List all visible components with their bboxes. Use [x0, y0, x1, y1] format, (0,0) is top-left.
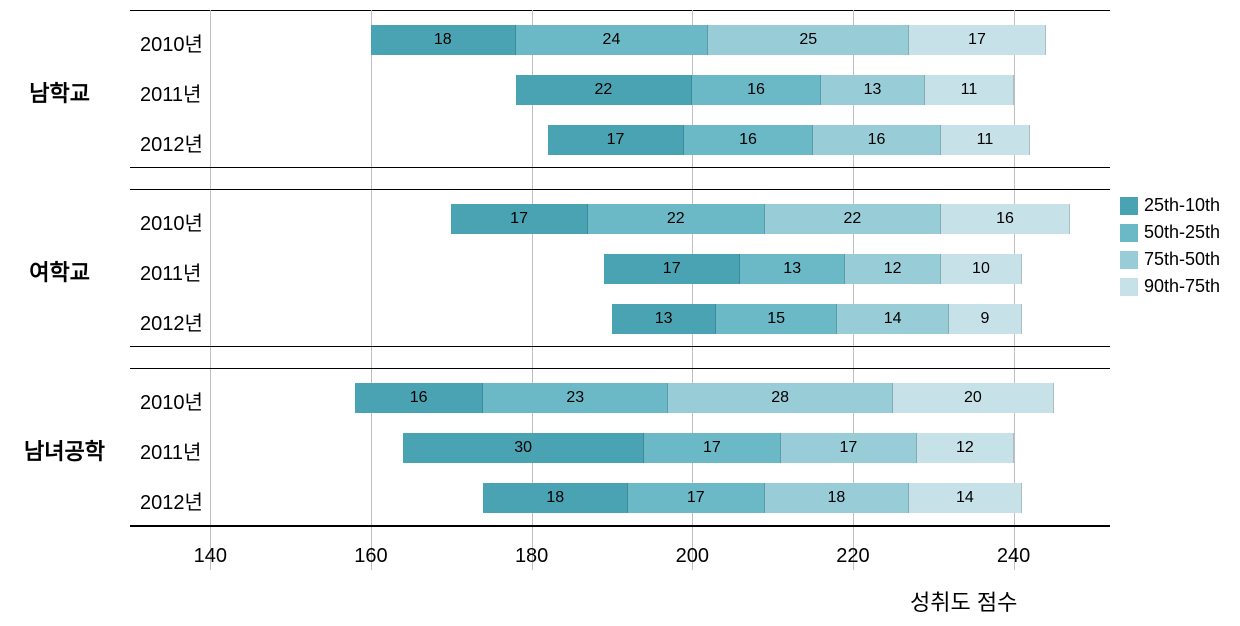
- bar-row: 17222216: [130, 204, 1110, 234]
- plot-area: 1824251722161311171616111722221617131210…: [130, 10, 1110, 570]
- bar-segment: 14: [909, 483, 1021, 513]
- legend-item-2: 75th-50th: [1120, 249, 1220, 270]
- bar-segment: 10: [941, 254, 1021, 284]
- bar-row: 17131210: [130, 254, 1110, 284]
- bar-segment: 22: [588, 204, 765, 234]
- bar-segment: 17: [604, 254, 741, 284]
- bar-segment: 13: [821, 75, 925, 105]
- bar-segment: 13: [612, 304, 716, 334]
- bar-segment: 12: [917, 433, 1013, 463]
- legend: 25th-10th 50th-25th 75th-50th 90th-75th: [1120, 195, 1220, 303]
- legend-swatch-2: [1120, 251, 1138, 269]
- legend-label-1: 50th-25th: [1144, 222, 1220, 243]
- bar-segment: 18: [765, 483, 910, 513]
- bar-segment: 16: [692, 75, 821, 105]
- bar-row: 22161311: [130, 75, 1110, 105]
- x-tick-label: 240: [997, 545, 1030, 568]
- group-divider-3: [130, 368, 1110, 369]
- legend-label-0: 25th-10th: [1144, 195, 1220, 216]
- group-label-2: 남녀공학: [10, 434, 105, 466]
- plot-bottom-border: [130, 525, 1110, 527]
- group-label-0: 남학교: [10, 76, 90, 108]
- x-tick-label: 200: [676, 545, 709, 568]
- x-tick-label: 160: [354, 545, 387, 568]
- bar-segment: 16: [813, 125, 942, 155]
- bar-segment: 18: [483, 483, 628, 513]
- bar-segment: 13: [740, 254, 844, 284]
- plot-top-border: [130, 10, 1110, 11]
- bar-segment: 16: [355, 383, 484, 413]
- group-label-1: 여학교: [10, 255, 90, 287]
- bar-segment: 23: [483, 383, 668, 413]
- bar-row: 18171814: [130, 483, 1110, 513]
- bar-segment: 17: [451, 204, 588, 234]
- bar-segment: 11: [925, 75, 1013, 105]
- legend-swatch-3: [1120, 278, 1138, 296]
- bar-segment: 15: [716, 304, 836, 334]
- legend-item-3: 90th-75th: [1120, 276, 1220, 297]
- legend-item-1: 50th-25th: [1120, 222, 1220, 243]
- bar-segment: 18: [371, 25, 516, 55]
- bar-row: 18242517: [130, 25, 1110, 55]
- bar-segment: 24: [516, 25, 709, 55]
- bar-segment: 17: [644, 433, 781, 463]
- x-tick-label: 140: [194, 545, 227, 568]
- legend-item-0: 25th-10th: [1120, 195, 1220, 216]
- bar-segment: 14: [837, 304, 949, 334]
- bar-segment: 17: [909, 25, 1046, 55]
- bar-row: 30171712: [130, 433, 1110, 463]
- bar-segment: 17: [548, 125, 685, 155]
- chart-container: 남학교 여학교 남녀공학 2010년 2011년 2012년 2010년 201…: [10, 10, 1230, 616]
- x-tick-label: 220: [836, 545, 869, 568]
- legend-label-3: 90th-75th: [1144, 276, 1220, 297]
- x-tick-label: 180: [515, 545, 548, 568]
- legend-swatch-0: [1120, 197, 1138, 215]
- bar-segment: 16: [941, 204, 1070, 234]
- bar-segment: 30: [403, 433, 644, 463]
- group-divider-2: [130, 346, 1110, 347]
- bar-segment: 25: [708, 25, 909, 55]
- bar-row: 17161611: [130, 125, 1110, 155]
- bar-segment: 22: [516, 75, 693, 105]
- bar-segment: 12: [845, 254, 941, 284]
- group-divider-1: [130, 189, 1110, 190]
- bar-segment: 9: [949, 304, 1021, 334]
- bar-segment: 28: [668, 383, 893, 413]
- bar-segment: 17: [628, 483, 765, 513]
- group-divider-0: [130, 167, 1110, 168]
- bar-segment: 20: [893, 383, 1054, 413]
- bar-segment: 11: [941, 125, 1029, 155]
- bar-segment: 22: [765, 204, 942, 234]
- bar-row: 16232820: [130, 383, 1110, 413]
- x-axis-title: 성취도 점수: [910, 585, 1017, 617]
- bar-row: 1315149: [130, 304, 1110, 334]
- bar-segment: 16: [684, 125, 813, 155]
- legend-label-2: 75th-50th: [1144, 249, 1220, 270]
- legend-swatch-1: [1120, 224, 1138, 242]
- bar-segment: 17: [781, 433, 918, 463]
